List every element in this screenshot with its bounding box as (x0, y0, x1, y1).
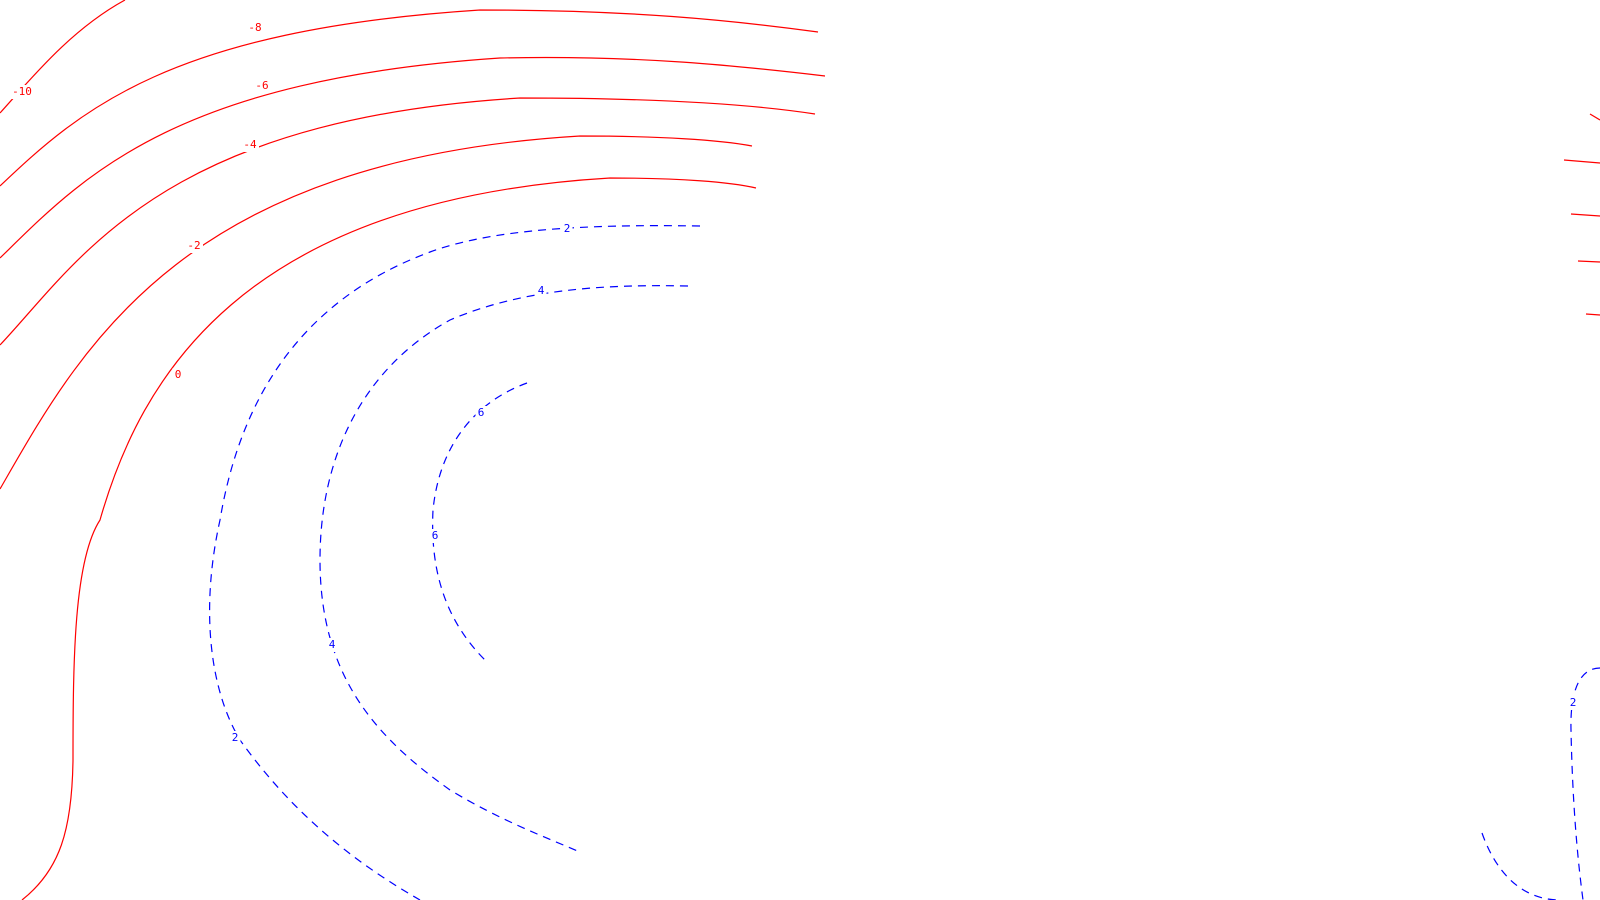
contour-label-bg-neg8 (246, 21, 264, 35)
contour-label-bg-neg2 (185, 239, 203, 253)
contour-line-neg10 (0, 0, 126, 114)
contour-label-bg-pos6 (475, 406, 487, 420)
contour-line-pos4 (319, 285, 689, 853)
contour-label-bg-pos4 (326, 638, 338, 652)
contour-label-bg-pos2 (229, 731, 241, 745)
contour-label-bg-neg10 (9, 85, 35, 99)
contour-label-pos6-2: 6 (432, 529, 439, 542)
contour-label-bg-neg6 (253, 79, 271, 93)
contour-line-pos2 (209, 225, 701, 900)
contour-label-zero: 0 (175, 368, 182, 381)
contour-label-bg-pos6 (429, 529, 441, 543)
contour-line-neg8 (0, 9, 819, 187)
contour-line-edge-2 (1563, 159, 1600, 164)
contour-line-edge-4 (1577, 260, 1600, 263)
contour-line-pos6 (432, 382, 528, 661)
contour-label-bg-zero (172, 368, 184, 382)
contour-line-neg4 (0, 97, 816, 346)
contour-label-bg-pos4 (535, 284, 547, 298)
contour-label-neg10: -10 (12, 85, 32, 98)
contour-label-neg6: -6 (255, 79, 268, 92)
contour-label-bg-pos2-br (1567, 696, 1579, 710)
contour-label-neg8: -8 (248, 21, 261, 34)
contour-label-pos2-2: 2 (232, 731, 239, 744)
contour-label-pos6: 6 (478, 406, 485, 419)
contour-line-neg6 (0, 56, 826, 259)
contour-label-bg-pos2 (561, 222, 573, 236)
contour-label-neg4: -4 (243, 138, 257, 151)
contour-label-pos4-2: 4 (329, 638, 336, 651)
contour-line-pos2-br (1481, 667, 1600, 900)
contour-line-zero (21, 177, 757, 900)
contour-label-neg2: -2 (187, 239, 200, 252)
contour-label-pos2: 2 (564, 222, 571, 235)
contour-line-edge-5 (1585, 313, 1600, 316)
contour-label-bg-neg4 (241, 138, 259, 152)
contour-line-neg2 (0, 135, 753, 490)
contour-line-edge-1 (1589, 113, 1600, 121)
contour-label-pos4: 4 (538, 284, 545, 297)
contour-label-pos2-br: 2 (1570, 696, 1577, 709)
contour-line-edge-3 (1570, 213, 1600, 217)
